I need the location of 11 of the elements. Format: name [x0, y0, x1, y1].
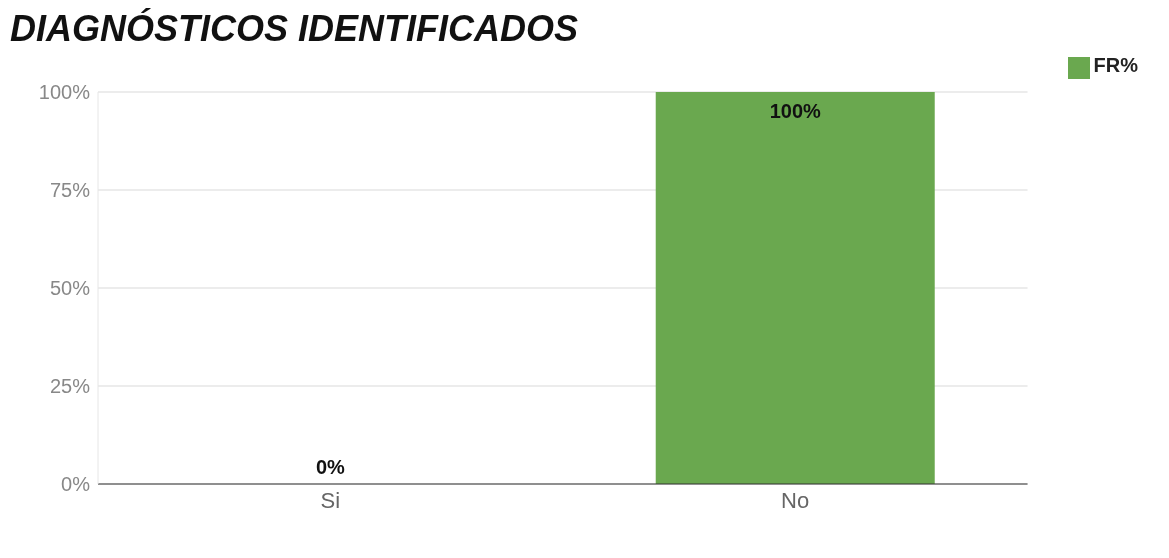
- y-tick-label: 100%: [38, 81, 91, 104]
- x-tick-label: Si: [320, 487, 341, 513]
- x-tick-label: No: [781, 487, 810, 513]
- y-tick-label: 25%: [49, 375, 91, 398]
- legend-label: FR%: [1093, 54, 1138, 76]
- y-tick-label: 50%: [49, 277, 91, 300]
- data-label: 0%: [316, 456, 346, 478]
- y-tick-label: 75%: [49, 179, 91, 202]
- chart-title: DIAGNÓSTICOS IDENTIFICADOS: [9, 8, 580, 51]
- data-label: 100%: [769, 100, 822, 122]
- y-tick-label: 0%: [61, 473, 91, 496]
